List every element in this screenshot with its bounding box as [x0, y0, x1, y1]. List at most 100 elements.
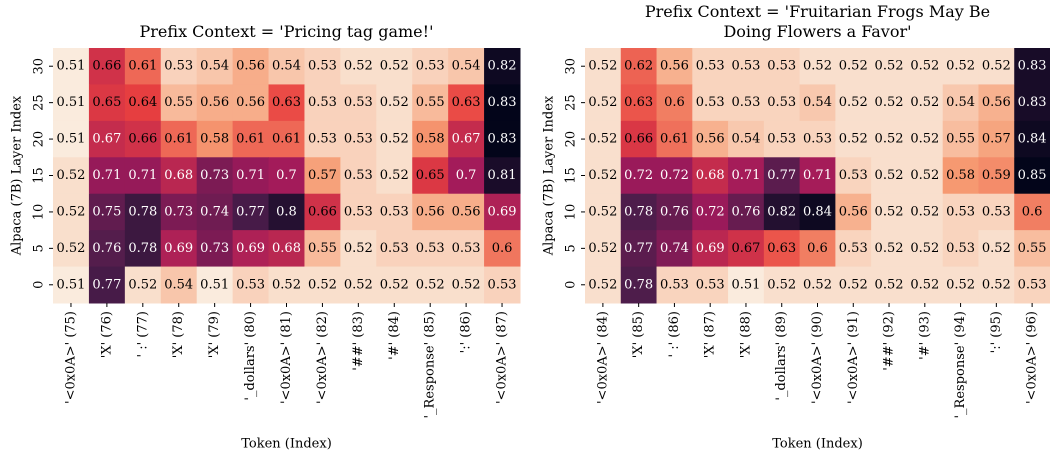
cell-label: 0.53 [839, 168, 868, 183]
heatmap-cell [160, 157, 198, 195]
heatmap-cell [412, 157, 449, 195]
x-tick-label: '<0x0A>' (87) [495, 311, 510, 404]
cell-label: 0.54 [200, 59, 229, 74]
cell-label: 0.82 [488, 59, 517, 74]
cell-label: 0.71 [92, 168, 121, 183]
x-tick-label: '<0x0A>' (82) [315, 311, 330, 404]
heatmap-cell [1014, 120, 1050, 158]
heatmap-cell [871, 120, 908, 158]
cell-label: 0.67 [452, 132, 481, 147]
heatmap-cell [196, 120, 234, 158]
heatmap-cell [160, 230, 198, 268]
cell-label: 0.52 [767, 277, 796, 292]
heatmap-cell [448, 48, 485, 85]
x-tick-label: 'X' (79) [207, 311, 222, 358]
heatmap-cell [906, 48, 944, 85]
heatmap-cell [942, 120, 979, 158]
heatmap-cell [376, 193, 413, 231]
y-tick-label: 25 [32, 94, 47, 111]
x-tick-label: '#' (93) [917, 311, 932, 360]
y-tick-label: 5 [564, 244, 579, 252]
heatmap-cell [585, 193, 622, 231]
heatmap-cell [484, 84, 521, 122]
heatmap-cell [412, 193, 449, 231]
cell-label: 0.53 [344, 168, 373, 183]
heatmap-cell [978, 120, 1015, 158]
cell-label: 0.52 [875, 168, 904, 183]
cell-label: 0.53 [344, 204, 373, 219]
heatmap-cell [53, 84, 90, 122]
cell-label: 0.52 [839, 277, 868, 292]
cell-label: 0.52 [344, 277, 373, 292]
heatmap-cell [88, 230, 126, 268]
cell-label: 0.52 [875, 132, 904, 147]
cell-label: 0.6 [1022, 204, 1043, 219]
heatmap-cell [692, 230, 729, 268]
heatmap-cell [763, 193, 801, 231]
cell-label: 0.53 [660, 277, 689, 292]
heatmap-cell [906, 120, 944, 158]
heatmap-cell [376, 120, 413, 158]
heatmap-cell [53, 266, 90, 304]
cell-label: 0.66 [92, 59, 121, 74]
heatmap-cell [978, 84, 1015, 122]
cell-label: 0.51 [200, 277, 229, 292]
cell-label: 0.52 [875, 204, 904, 219]
cell-label: 0.52 [380, 95, 409, 110]
cell-label: 0.51 [56, 95, 85, 110]
cell-label: 0.53 [380, 204, 409, 219]
heatmap-cell [53, 120, 90, 158]
cell-label: 0.76 [660, 204, 689, 219]
heatmap-cell [340, 193, 377, 231]
cell-label: 0.52 [839, 132, 868, 147]
heatmap-cell [412, 230, 449, 268]
cell-label: 0.78 [128, 204, 157, 219]
cell-label: 0.53 [767, 132, 796, 147]
x-tick-label: '<0x0A>' (75) [63, 311, 78, 404]
heatmap-cell [88, 84, 126, 122]
heatmap-cell [124, 230, 162, 268]
heatmap-cell [88, 157, 126, 195]
heatmap-cell [1014, 266, 1050, 304]
cell-label: 0.52 [344, 59, 373, 74]
x-tick-label: ' :' (77) [135, 311, 150, 357]
heatmap-cell [484, 48, 521, 85]
heatmap-cell [1014, 157, 1050, 195]
y-tick-label: 25 [564, 94, 579, 111]
cell-label: 0.51 [56, 132, 85, 147]
x-tick-label: '<0x0A>' (84) [595, 311, 610, 404]
cell-label: 0.55 [416, 95, 445, 110]
cell-label: 0.52 [910, 95, 939, 110]
cell-label: 0.52 [588, 168, 617, 183]
cell-label: 0.52 [272, 277, 301, 292]
cell-label: 0.52 [380, 277, 409, 292]
cell-label: 0.52 [588, 132, 617, 147]
heatmap-cell [304, 84, 341, 122]
cell-label: 0.6 [492, 241, 513, 256]
heatmap-cell [728, 84, 765, 122]
cell-label: 0.63 [272, 95, 301, 110]
heatmap-cell [906, 230, 944, 268]
cell-label: 0.78 [624, 277, 653, 292]
cell-label: 0.73 [200, 168, 229, 183]
heatmap-cell [1014, 230, 1050, 268]
heatmap-cell [728, 48, 765, 85]
heatmap-cell [232, 84, 270, 122]
x-axis-label: Token (Index) [772, 437, 863, 452]
x-tick-label: '<0x0A>' (81) [279, 311, 294, 404]
heatmap-cell [88, 193, 126, 231]
heatmap-cell [835, 230, 872, 268]
x-tick-label: 'X' (88) [738, 311, 753, 358]
heatmap-cell [53, 48, 90, 85]
cell-label: 0.67 [731, 241, 760, 256]
heatmap-cell [799, 84, 836, 122]
cell-label: 0.65 [416, 168, 445, 183]
heatmap-cell [448, 120, 485, 158]
heatmap-cell [728, 120, 765, 158]
cell-label: 0.52 [910, 204, 939, 219]
heatmap-cell [376, 157, 413, 195]
cell-label: 0.68 [164, 168, 193, 183]
heatmap-cell [304, 230, 341, 268]
cell-label: 0.55 [1018, 241, 1047, 256]
cell-label: 0.8 [276, 204, 297, 219]
